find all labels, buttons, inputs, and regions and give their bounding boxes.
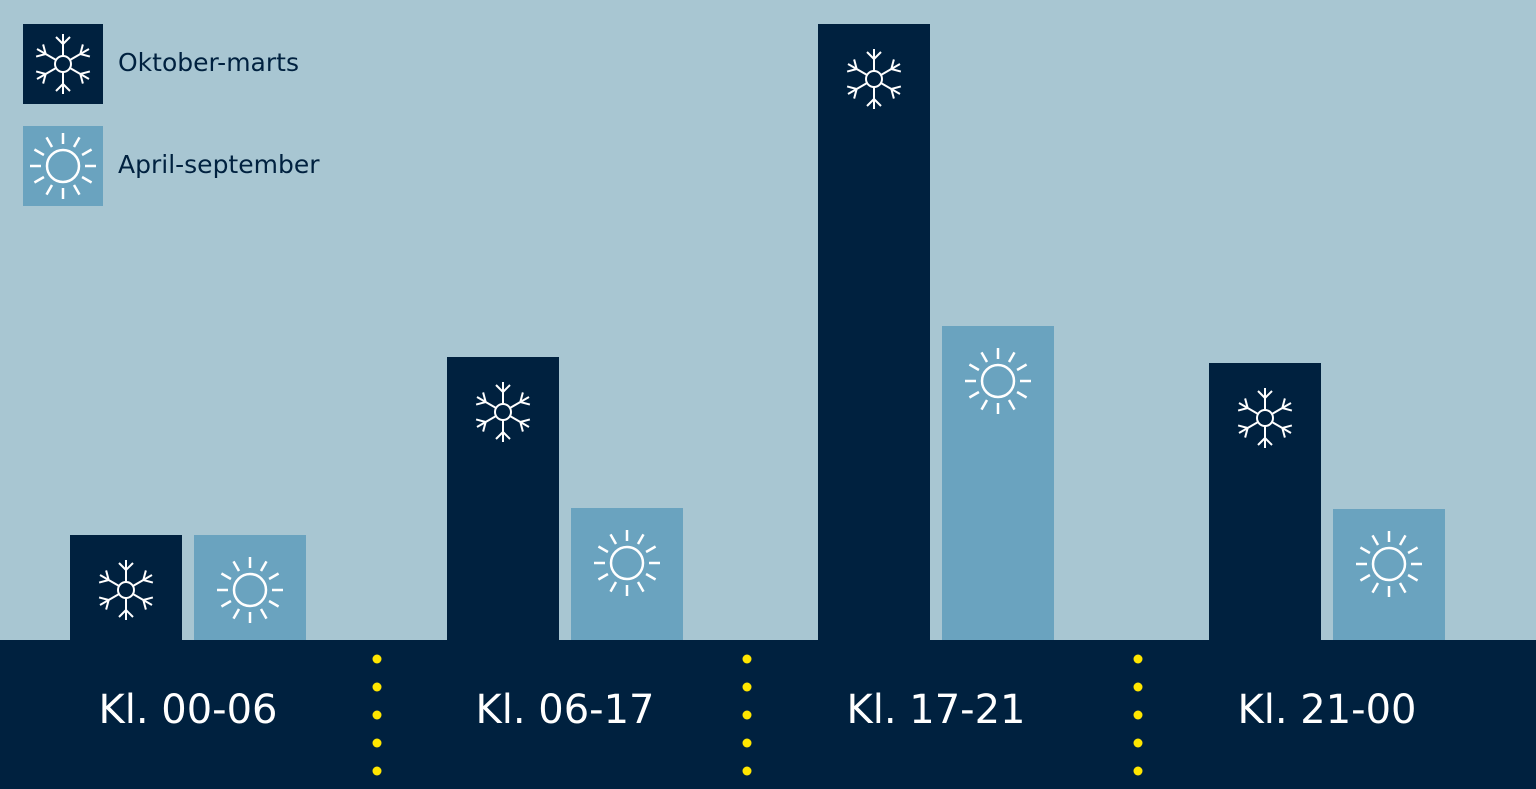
legend-label: April-september	[118, 150, 320, 179]
x-tick-label: Kl. 17-21	[846, 687, 1025, 733]
legend-label: Oktober-marts	[118, 48, 299, 77]
bar	[194, 535, 306, 640]
bar	[70, 535, 182, 640]
bar	[942, 326, 1054, 640]
bar	[818, 24, 930, 640]
x-tick-label: Kl. 00-06	[98, 687, 277, 733]
footer-band	[0, 640, 1536, 789]
x-tick-label: Kl. 06-17	[475, 687, 654, 733]
bar	[571, 508, 683, 640]
x-tick-label: Kl. 21-00	[1237, 687, 1416, 733]
separators	[372, 654, 1143, 776]
bar	[1333, 509, 1445, 640]
